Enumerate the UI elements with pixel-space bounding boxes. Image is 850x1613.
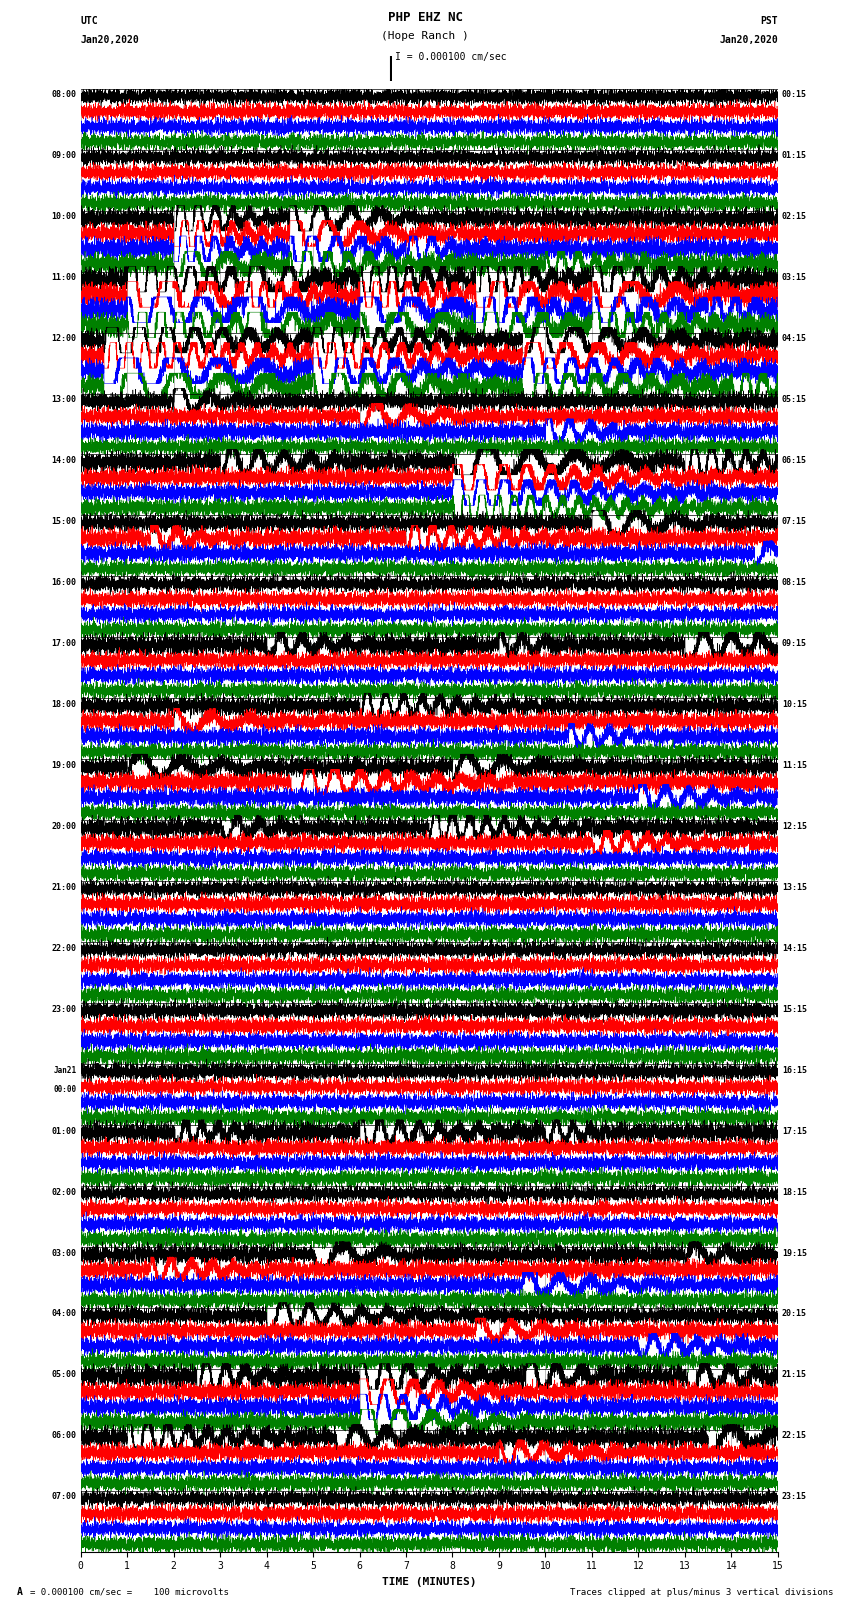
Text: 22:00: 22:00 [52,944,76,953]
Text: 03:00: 03:00 [52,1248,76,1258]
Text: 11:00: 11:00 [52,273,76,282]
Text: 05:00: 05:00 [52,1371,76,1379]
Text: 20:00: 20:00 [52,823,76,831]
Text: 00:00: 00:00 [54,1086,76,1094]
Text: 01:00: 01:00 [52,1126,76,1136]
Text: 07:15: 07:15 [782,518,807,526]
Text: 21:00: 21:00 [52,882,76,892]
Text: UTC: UTC [81,16,99,26]
Text: 17:15: 17:15 [782,1126,807,1136]
Text: 13:00: 13:00 [52,395,76,405]
Text: 14:00: 14:00 [52,456,76,465]
Text: PHP EHZ NC: PHP EHZ NC [388,11,462,24]
Text: 15:15: 15:15 [782,1005,807,1013]
Text: 08:00: 08:00 [52,90,76,100]
Text: 17:00: 17:00 [52,639,76,648]
Text: 23:15: 23:15 [782,1492,807,1502]
Text: 16:00: 16:00 [52,577,76,587]
Text: Jan21: Jan21 [54,1066,76,1074]
Text: 08:15: 08:15 [782,577,807,587]
Text: 20:15: 20:15 [782,1310,807,1318]
Text: 09:15: 09:15 [782,639,807,648]
Text: (Hope Ranch ): (Hope Ranch ) [381,31,469,40]
Text: A: A [17,1587,23,1597]
Text: 01:15: 01:15 [782,152,807,160]
Text: 23:00: 23:00 [52,1005,76,1013]
Text: 14:15: 14:15 [782,944,807,953]
Text: 10:00: 10:00 [52,213,76,221]
Text: 05:15: 05:15 [782,395,807,405]
Text: 19:00: 19:00 [52,761,76,769]
Text: 06:00: 06:00 [52,1431,76,1440]
Text: 03:15: 03:15 [782,273,807,282]
Text: Traces clipped at plus/minus 3 vertical divisions: Traces clipped at plus/minus 3 vertical … [570,1587,833,1597]
Text: 16:15: 16:15 [782,1066,807,1074]
Text: 04:00: 04:00 [52,1310,76,1318]
Text: 02:00: 02:00 [52,1187,76,1197]
Text: PST: PST [760,16,778,26]
Text: 10:15: 10:15 [782,700,807,708]
Text: 00:15: 00:15 [782,90,807,100]
Text: 02:15: 02:15 [782,213,807,221]
Text: 19:15: 19:15 [782,1248,807,1258]
Text: 21:15: 21:15 [782,1371,807,1379]
Text: 04:15: 04:15 [782,334,807,344]
Text: I = 0.000100 cm/sec: I = 0.000100 cm/sec [395,52,507,61]
Text: Jan20,2020: Jan20,2020 [81,35,139,45]
Text: 18:00: 18:00 [52,700,76,708]
Text: 09:00: 09:00 [52,152,76,160]
Text: Jan20,2020: Jan20,2020 [719,35,778,45]
Text: 07:00: 07:00 [52,1492,76,1502]
Text: = 0.000100 cm/sec =    100 microvolts: = 0.000100 cm/sec = 100 microvolts [30,1587,229,1597]
Text: 22:15: 22:15 [782,1431,807,1440]
Text: 11:15: 11:15 [782,761,807,769]
Text: 06:15: 06:15 [782,456,807,465]
Text: 12:00: 12:00 [52,334,76,344]
Text: 18:15: 18:15 [782,1187,807,1197]
Text: 13:15: 13:15 [782,882,807,892]
Text: 12:15: 12:15 [782,823,807,831]
X-axis label: TIME (MINUTES): TIME (MINUTES) [382,1578,477,1587]
Text: 15:00: 15:00 [52,518,76,526]
